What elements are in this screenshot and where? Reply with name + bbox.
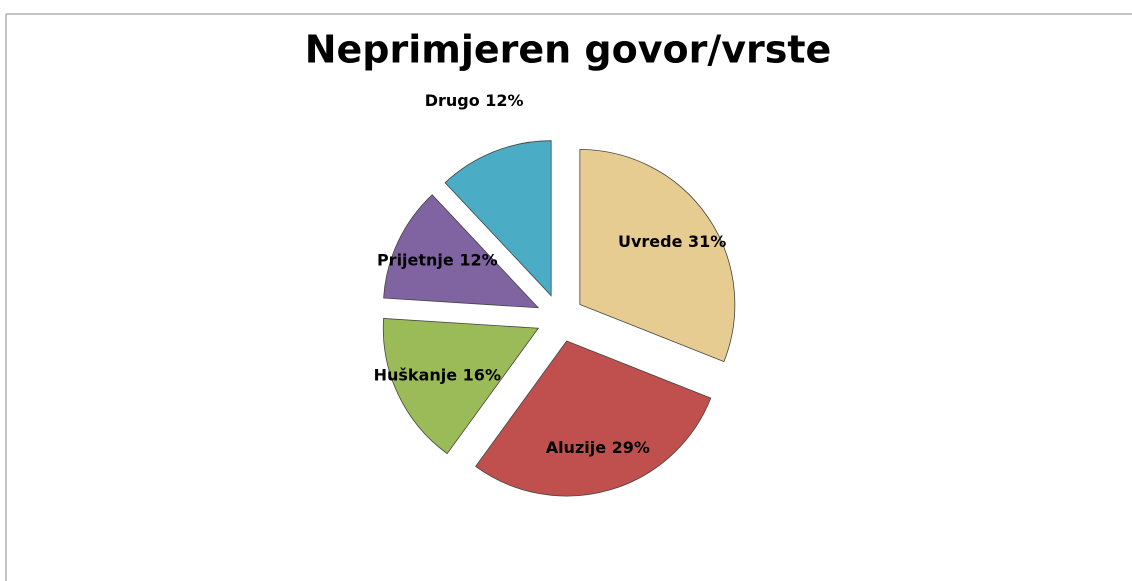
pie-slice: [579, 149, 736, 363]
slice-value-label: 31%: [688, 231, 726, 250]
slice-value-label: 29%: [612, 438, 650, 457]
pie-slice: [444, 140, 552, 297]
slice-label: Prijetnje 12%: [377, 250, 498, 269]
pie-slice: [475, 340, 712, 497]
slice-category: Aluzije: [546, 438, 607, 457]
slice-category: Uvrede: [618, 231, 683, 250]
pie-slice: [383, 194, 540, 309]
slice-label: Huškanje 16%: [374, 365, 501, 384]
slice-category: Huškanje: [374, 365, 458, 384]
slice-category: Prijetnje: [377, 250, 454, 269]
slice-label: Uvrede 31%: [618, 231, 726, 250]
pie-slice: [382, 318, 540, 455]
slice-value-label: 16%: [463, 365, 501, 384]
slice-value-label: 12%: [485, 91, 523, 110]
slice-value-label: 12%: [459, 250, 497, 269]
slice-label: Drugo 12%: [425, 91, 524, 110]
chart-title: Neprimjeren govor/vrste: [305, 28, 832, 72]
slice-label: Aluzije 29%: [546, 438, 650, 457]
slice-category: Drugo: [425, 91, 480, 110]
